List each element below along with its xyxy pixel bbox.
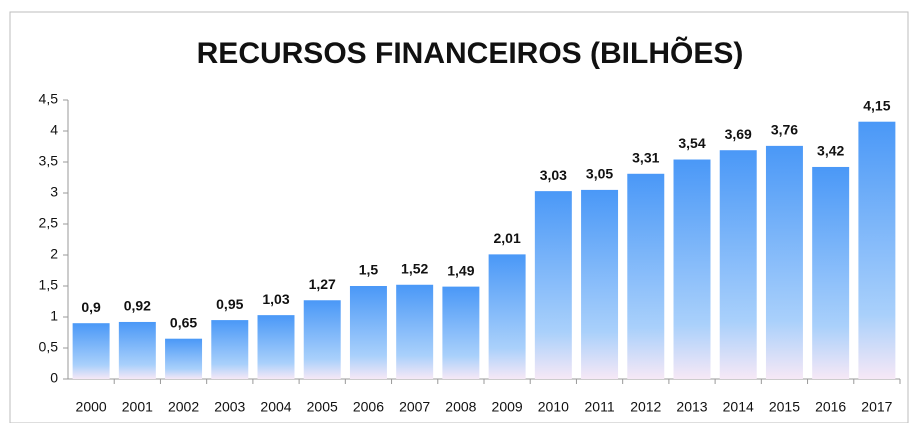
data-label: 0,92 xyxy=(124,298,151,314)
x-tick-label: 2006 xyxy=(353,399,384,415)
y-tick-label: 2 xyxy=(50,246,58,262)
y-tick-label: 3 xyxy=(50,184,58,200)
chart-frame xyxy=(9,11,909,423)
x-tick-label: 2002 xyxy=(168,399,199,415)
data-label: 3,42 xyxy=(817,143,844,159)
x-tick-label: 2000 xyxy=(76,399,107,415)
x-tick-label: 2017 xyxy=(861,399,892,415)
y-tick-label: 3,5 xyxy=(39,153,59,169)
x-tick-label: 2008 xyxy=(445,399,476,415)
data-label: 2,01 xyxy=(493,230,520,246)
data-label: 3,54 xyxy=(678,135,705,151)
data-label: 3,76 xyxy=(771,122,798,138)
data-label: 4,15 xyxy=(863,97,890,113)
data-label: 1,27 xyxy=(309,276,336,292)
x-tick-label: 2004 xyxy=(260,399,291,415)
data-label: 3,03 xyxy=(540,167,567,183)
bar xyxy=(211,320,249,379)
chart-title: RECURSOS FINANCEIROS (BILHÕES) xyxy=(197,36,744,70)
bar xyxy=(581,189,619,379)
bar xyxy=(72,323,110,379)
y-tick-label: 0 xyxy=(50,370,58,386)
bar xyxy=(858,121,896,379)
x-tick-label: 2014 xyxy=(723,399,754,415)
x-tick-label: 2007 xyxy=(399,399,430,415)
bar xyxy=(765,145,803,379)
y-tick-label: 0,5 xyxy=(39,339,59,355)
data-label: 3,05 xyxy=(586,166,613,182)
data-label: 1,52 xyxy=(401,260,428,276)
y-tick-label: 1,5 xyxy=(39,277,59,293)
bar xyxy=(442,286,480,379)
bar xyxy=(118,321,156,379)
data-label: 0,65 xyxy=(170,314,197,330)
x-tick-label: 2010 xyxy=(538,399,569,415)
data-label: 1,5 xyxy=(359,262,379,278)
x-tick-label: 2001 xyxy=(122,399,153,415)
bar xyxy=(257,315,295,379)
bar xyxy=(673,159,711,379)
data-label: 1,49 xyxy=(447,262,474,278)
data-label: 0,9 xyxy=(81,299,101,315)
x-tick-label: 2012 xyxy=(630,399,661,415)
bar xyxy=(812,166,850,379)
y-tick-label: 4,5 xyxy=(39,91,59,107)
data-label: 3,69 xyxy=(725,126,752,142)
bar xyxy=(303,300,341,379)
bar xyxy=(488,254,526,379)
x-tick-label: 2015 xyxy=(769,399,800,415)
x-tick-label: 2005 xyxy=(307,399,338,415)
bar xyxy=(719,150,757,379)
x-tick-label: 2003 xyxy=(214,399,245,415)
x-tick-label: 2013 xyxy=(676,399,707,415)
bar xyxy=(627,173,665,379)
bar xyxy=(534,191,572,379)
data-label: 1,03 xyxy=(262,291,289,307)
x-tick-label: 2016 xyxy=(815,399,846,415)
y-tick-label: 1 xyxy=(50,308,58,324)
x-tick-label: 2009 xyxy=(492,399,523,415)
y-tick-label: 4 xyxy=(50,122,58,138)
y-tick-label: 2,5 xyxy=(39,215,59,231)
data-label: 0,95 xyxy=(216,296,243,312)
bar xyxy=(349,286,387,379)
x-tick-label: 2011 xyxy=(585,399,615,415)
bar xyxy=(165,338,203,379)
bar xyxy=(396,284,434,379)
data-label: 3,31 xyxy=(632,149,659,165)
